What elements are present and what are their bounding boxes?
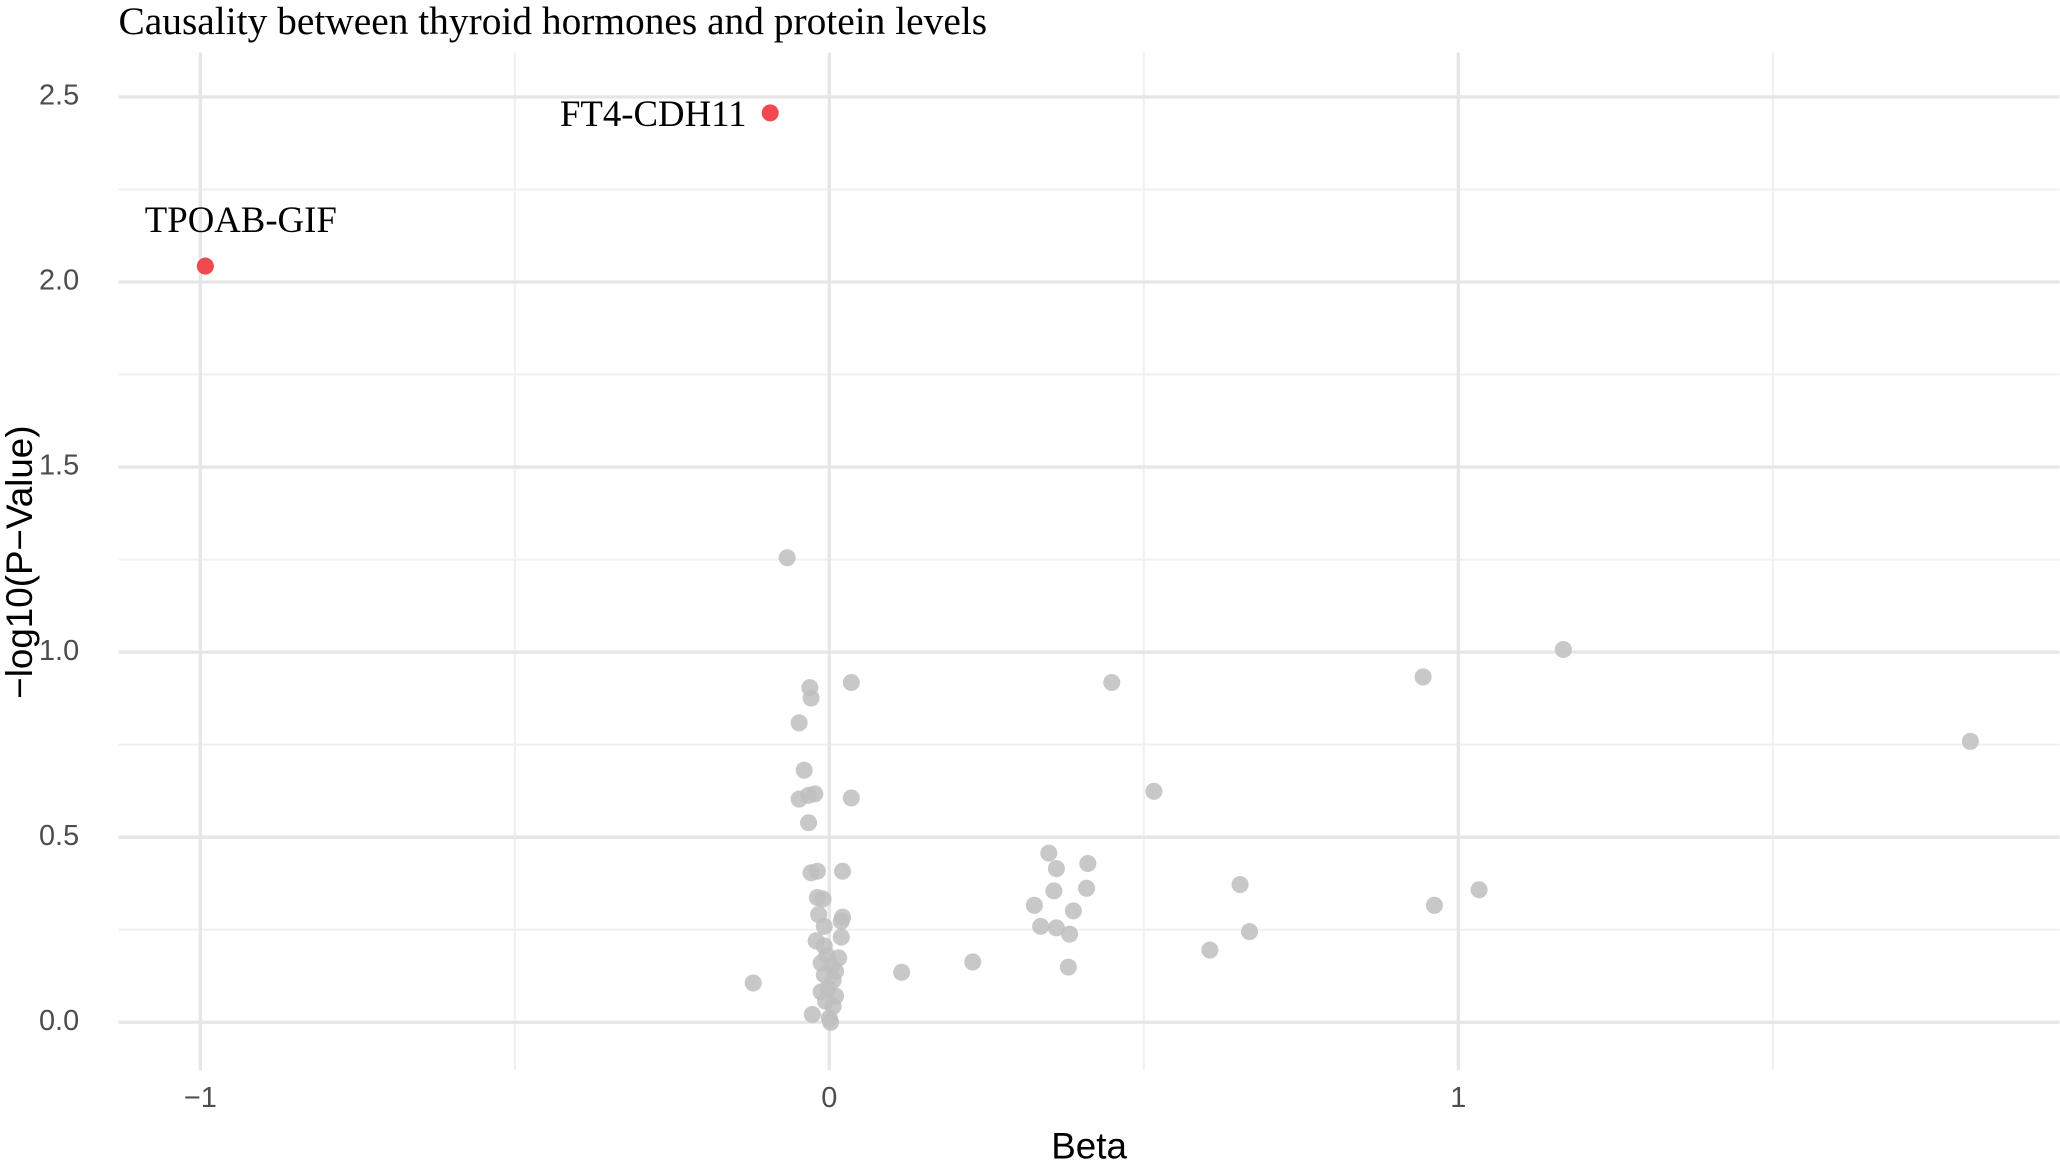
x-tick-label: −1 (184, 1082, 217, 1114)
point (815, 917, 833, 935)
point (1061, 925, 1079, 943)
point (790, 714, 808, 732)
point (1047, 860, 1065, 878)
point (893, 963, 911, 981)
point (1079, 854, 1097, 873)
point-label: TPOAB-GIF (145, 199, 337, 240)
y-tick-label: 2.5 (39, 80, 79, 112)
chart-title: Causality between thyroid hormones and p… (119, 0, 988, 43)
point-label: FT4-CDH11 (560, 93, 747, 134)
x-tick-label: 0 (821, 1082, 837, 1114)
y-tick-label: 0.0 (39, 1005, 79, 1037)
point (1032, 917, 1050, 935)
point (1078, 879, 1096, 897)
x-axis-title: Beta (1051, 1125, 1127, 1161)
point (814, 890, 832, 908)
y-tick-label: 1.0 (39, 635, 79, 667)
point (1059, 958, 1077, 976)
point (1103, 673, 1121, 692)
x-tick-label: 1 (1450, 1082, 1466, 1114)
point (1240, 923, 1259, 941)
point (832, 912, 850, 930)
point (808, 862, 826, 880)
y-tick-label: 0.5 (39, 820, 79, 852)
point (1470, 881, 1488, 899)
point (1064, 902, 1082, 920)
point (1414, 668, 1432, 686)
grid (118, 52, 2060, 1071)
point (1961, 732, 1979, 750)
point (196, 257, 214, 275)
point (806, 785, 824, 803)
point (802, 689, 820, 707)
y-tick-label: 2.0 (39, 265, 79, 297)
y-tick-label: 1.5 (39, 450, 79, 482)
point (800, 814, 818, 832)
point (795, 761, 813, 779)
point (842, 789, 860, 807)
point (822, 1013, 840, 1031)
point (1554, 641, 1572, 659)
point (832, 928, 850, 946)
point (1045, 882, 1063, 900)
point (744, 974, 762, 992)
point (1025, 896, 1043, 914)
y-axis-title: −log10(P−Value) (0, 426, 40, 699)
point (778, 549, 796, 567)
point (803, 1005, 821, 1024)
point (1231, 876, 1249, 894)
point (761, 104, 779, 122)
point (842, 673, 860, 692)
point (1040, 844, 1058, 862)
point (1425, 896, 1443, 914)
point (1145, 782, 1163, 800)
point (964, 953, 982, 971)
point (1201, 941, 1219, 959)
point (1047, 919, 1065, 937)
point (833, 862, 852, 880)
